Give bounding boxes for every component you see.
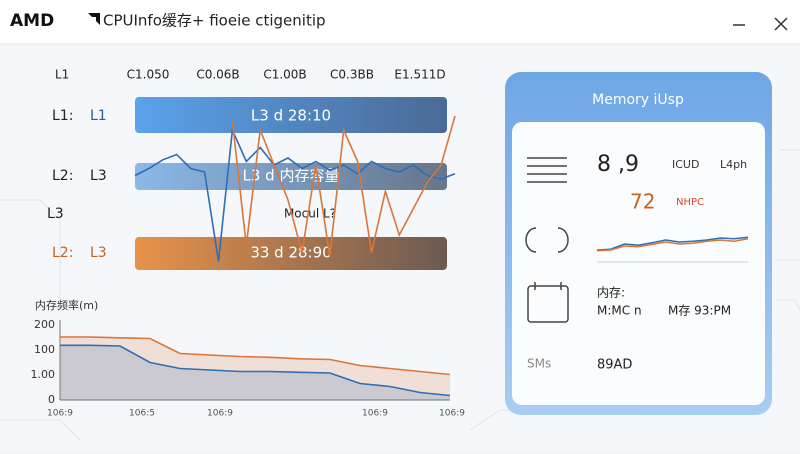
bar-text: L3 d 内存容量 — [243, 167, 340, 185]
chart-title: 内存频率(m) — [35, 298, 98, 312]
area-fill — [60, 345, 450, 400]
cache-bar — [135, 163, 447, 190]
row-level: L3 — [90, 245, 107, 261]
row-level: L1 — [90, 108, 107, 124]
sms-label: SMs — [527, 357, 551, 371]
y-label: 1.00 — [31, 368, 56, 381]
y-label: 100 — [34, 343, 55, 356]
card-title: Memory iUsp — [592, 92, 684, 108]
card-rate: L4ph — [720, 158, 747, 171]
cache-line — [134, 126, 456, 262]
y-label: 200 — [34, 318, 55, 331]
card-value: 8 ,9 — [597, 152, 639, 177]
y-label: 0 — [48, 393, 55, 406]
memory-line — [60, 344, 451, 397]
column-header: E1.511D — [394, 68, 445, 82]
card-sub-value: 72 — [630, 190, 655, 214]
card-icons — [525, 157, 569, 323]
column-header: L1 — [55, 68, 69, 82]
title-bar — [0, 0, 800, 44]
window-title: CPUInfo缓存+ fioeie ctigenitip — [103, 12, 326, 30]
x-label: 106:9 — [47, 409, 73, 419]
mem-label: 内存: — [597, 286, 625, 300]
row-level: L3 — [90, 168, 107, 184]
mini-line — [596, 236, 749, 251]
logo-mark — [88, 13, 100, 25]
sms-value: 89AD — [597, 358, 632, 373]
close-button[interactable] — [774, 17, 788, 31]
card-sub-unit: NHPC — [676, 197, 704, 208]
card-unit: ICUD — [672, 158, 699, 171]
mem-right: M存 93:PM — [668, 304, 731, 318]
cache-bar — [135, 237, 447, 270]
x-label: 106:9 — [362, 409, 388, 419]
column-header: C1.050 — [127, 68, 170, 82]
x-label: 106:5 — [129, 409, 155, 419]
x-label: 106:9 — [439, 409, 465, 419]
mini-line — [596, 238, 749, 252]
bar-text: L3 d 28:10 — [251, 107, 331, 125]
row-label: L1: — [52, 108, 73, 124]
row-label: L2: — [52, 245, 73, 261]
area-fill — [60, 337, 450, 400]
memory-line — [60, 336, 451, 376]
row-label: L3 — [47, 206, 64, 222]
row-label: L2: — [52, 168, 73, 184]
column-header: C0.06B — [196, 68, 239, 82]
memory-card-body — [512, 122, 765, 405]
column-header: C1.00B — [263, 68, 306, 82]
logo: AMD — [10, 11, 54, 31]
column-header: C0.3BB — [330, 68, 374, 82]
bar-text: 33 d 28:90 — [250, 244, 331, 262]
cache-line — [231, 115, 456, 257]
mem-left: M:MC n — [597, 304, 642, 318]
cache-bar — [135, 97, 447, 133]
x-label: 106:9 — [207, 409, 233, 419]
